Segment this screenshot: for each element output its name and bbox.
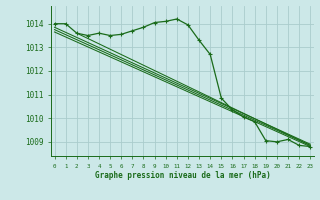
X-axis label: Graphe pression niveau de la mer (hPa): Graphe pression niveau de la mer (hPa) bbox=[94, 171, 270, 180]
